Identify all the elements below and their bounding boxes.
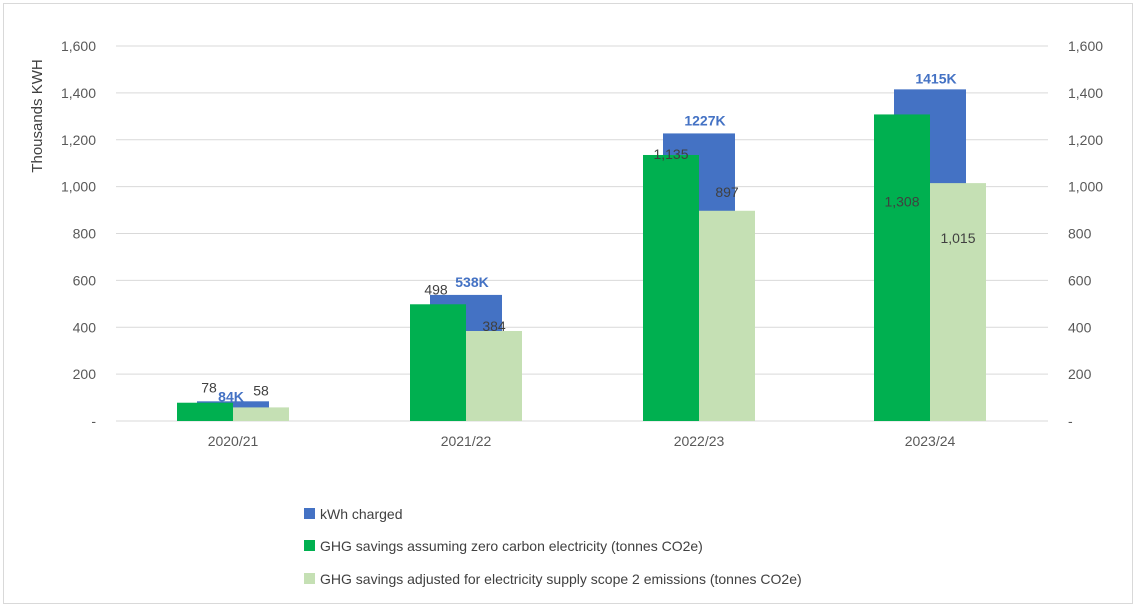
x-tick-label: 2022/23 (674, 433, 725, 449)
x-tick-label: 2023/24 (905, 433, 956, 449)
legend-label: kWh charged (320, 506, 402, 522)
bars (177, 89, 986, 421)
data-label-ghg-adjusted: 1,015 (940, 230, 975, 246)
legend-swatch (304, 540, 315, 551)
data-label-kwh: 538K (455, 274, 488, 290)
y-tick-label: - (91, 413, 96, 429)
data-label-ghg-adjusted: 58 (253, 382, 269, 398)
y2-tick-label: 200 (1068, 366, 1092, 382)
chart-frame: 84K 78 58 538K 498 384 1227K 1,135 897 1415K 1,308… (3, 3, 1133, 604)
bar-ghg-zero-carbon (410, 304, 466, 421)
data-label-ghg-adjusted: 897 (715, 184, 739, 200)
y2-tick-label: - (1068, 413, 1073, 429)
bar-ghg-adjusted (930, 183, 986, 421)
y2-tick-label: 1,200 (1068, 132, 1103, 148)
data-label-ghg-zero-carbon: 498 (424, 281, 448, 297)
y-tick-label: 400 (73, 319, 97, 335)
legend-swatch (304, 573, 315, 584)
y-tick-label: 600 (73, 272, 97, 288)
y2-tick-label: 1,400 (1068, 85, 1103, 101)
data-label-ghg-zero-carbon: 78 (201, 380, 217, 396)
y2-tick-label: 1,000 (1068, 179, 1103, 195)
data-label-kwh: 1227K (684, 112, 725, 128)
y2-tick-label: 600 (1068, 272, 1092, 288)
y-tick-label: 1,400 (61, 85, 96, 101)
legend-label: GHG savings adjusted for electricity sup… (320, 571, 802, 587)
bar-ghg-adjusted (233, 407, 289, 421)
bar-ghg-zero-carbon (874, 114, 930, 421)
legend-label: GHG savings assuming zero carbon electri… (320, 538, 703, 554)
y-tick-label: 1,000 (61, 179, 96, 195)
y-tick-label: 200 (73, 366, 97, 382)
legend: kWh charged GHG savings assuming zero car… (304, 506, 802, 587)
gridlines (116, 45, 1048, 422)
x-tick-label: 2021/22 (441, 433, 492, 449)
y2-tick-label: 400 (1068, 319, 1092, 335)
data-label-ghg-adjusted: 384 (482, 318, 506, 334)
data-label-ghg-zero-carbon: 1,135 (653, 146, 688, 162)
legend-swatch (304, 508, 315, 519)
y-tick-label: 1,200 (61, 132, 96, 148)
y-tick-label: 800 (73, 226, 97, 242)
data-label-ghg-zero-carbon: 1,308 (884, 193, 919, 209)
bar-ghg-zero-carbon (177, 402, 233, 421)
y-axis-title: Thousands KWH (29, 59, 46, 172)
y-tick-label: 1,600 (61, 38, 96, 54)
bar-ghg-adjusted (466, 331, 522, 421)
y2-tick-label: 1,600 (1068, 38, 1103, 54)
x-tick-label: 2020/21 (208, 433, 259, 449)
y-axis-left: - 200 400 600 800 1,000 1,200 1,400 1,600 (61, 38, 96, 429)
bar-ghg-adjusted (699, 210, 755, 421)
data-label-kwh: 1415K (915, 70, 956, 86)
x-axis: 2020/21 2021/22 2022/23 2023/24 (208, 433, 956, 449)
y-axis-right: - 200 400 600 800 1,000 1,200 1,400 1,600 (1068, 38, 1103, 429)
bar-ghg-zero-carbon (643, 154, 699, 421)
y2-tick-label: 800 (1068, 226, 1092, 242)
data-label-kwh: 84K (218, 388, 244, 404)
